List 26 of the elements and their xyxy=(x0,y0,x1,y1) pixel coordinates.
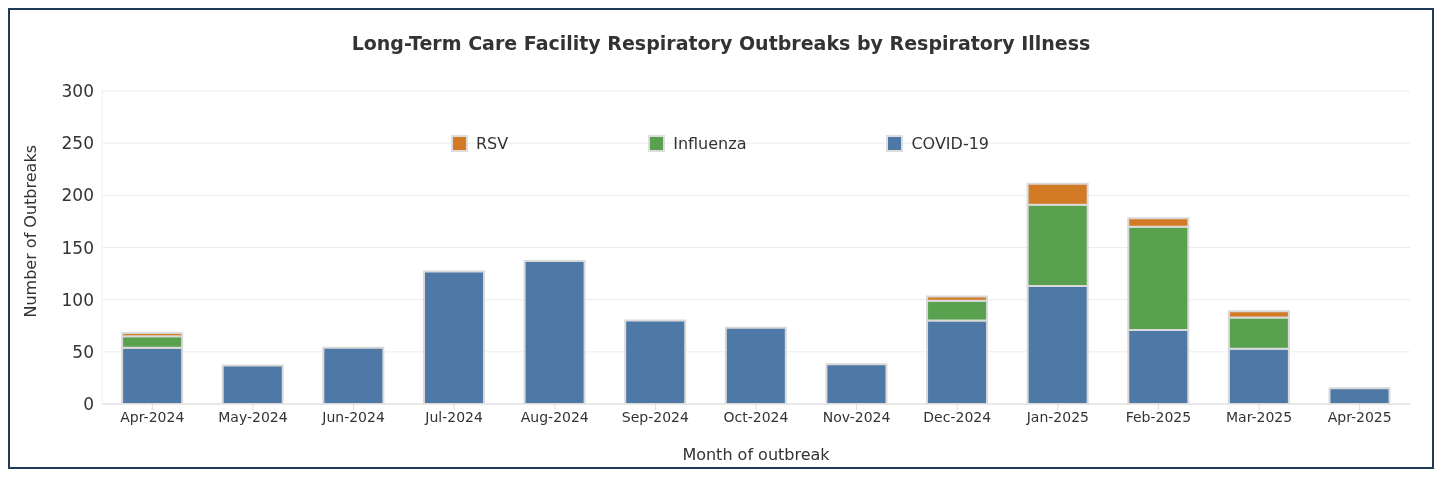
x-axis-title: Month of outbreak xyxy=(682,445,831,464)
legend-label: RSV xyxy=(475,134,509,153)
y-axis-title: Number of Outbreaks xyxy=(20,144,40,318)
chart-title: Long-Term Care Facility Respiratory Outbreaks by Respiratory Illness xyxy=(350,32,1092,54)
y-tick-label: 200 xyxy=(61,185,94,206)
x-tick-label: Aug-2024 xyxy=(520,408,589,425)
x-tick-label: Dec-2024 xyxy=(923,408,992,425)
x-tick-label: Nov-2024 xyxy=(822,408,891,425)
y-tick-label: 50 xyxy=(72,341,94,362)
x-tick-label: Jul-2024 xyxy=(424,408,484,425)
y-tick-label: 100 xyxy=(61,289,94,310)
x-tick-label: Jun-2024 xyxy=(321,408,385,425)
x-tick-label: Sep-2024 xyxy=(621,408,690,425)
y-tick-label: 0 xyxy=(83,394,94,415)
x-tick-label: Apr-2024 xyxy=(120,408,185,425)
y-tick-label: 250 xyxy=(61,133,94,154)
x-tick-label: Mar-2025 xyxy=(1225,408,1293,425)
x-tick-label: Jan-2025 xyxy=(1025,408,1089,425)
x-tick-label: Oct-2024 xyxy=(723,408,789,425)
y-tick-label: 300 xyxy=(61,81,94,102)
legend-label: Influenza xyxy=(673,134,747,153)
x-tick-label: Apr-2025 xyxy=(1327,408,1392,425)
x-tick-label: Feb-2025 xyxy=(1125,408,1192,425)
x-tick-label: May-2024 xyxy=(218,408,288,425)
y-tick-label: 150 xyxy=(61,237,94,258)
legend-label: COVID-19 xyxy=(911,134,990,153)
